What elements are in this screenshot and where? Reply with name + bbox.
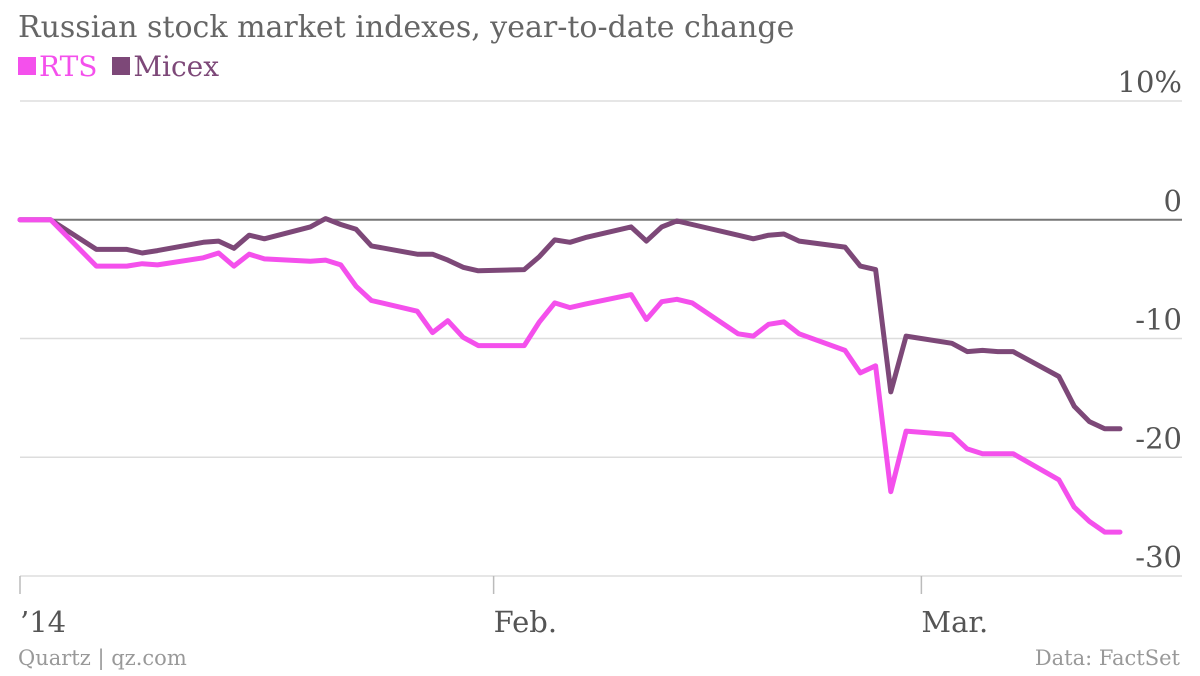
data-source: Data: FactSet xyxy=(1034,646,1180,670)
chart-title: Russian stock market indexes, year-to-da… xyxy=(18,10,795,45)
y-tick-label: -20 xyxy=(1135,421,1182,455)
legend-swatch-rts xyxy=(18,57,36,75)
x-tick-label: Mar. xyxy=(921,605,988,639)
legend-label-micex: Micex xyxy=(133,50,220,83)
grid-lines xyxy=(20,100,1182,577)
legend-item-micex: Micex xyxy=(112,50,219,83)
legend-swatch-micex xyxy=(112,57,131,75)
y-tick-label: -30 xyxy=(1135,540,1182,574)
series-lines xyxy=(17,216,1123,535)
y-tick-label: 10% xyxy=(1118,65,1182,99)
source-credit: Quartz | qz.com xyxy=(18,646,187,670)
x-tick-labels: ’14 Feb. Mar. xyxy=(19,576,988,639)
x-tick-label: ’14 xyxy=(20,605,66,639)
y-tick-label: 0 xyxy=(1164,184,1182,218)
x-tick-label: Feb. xyxy=(494,605,557,639)
y-tick-label: -10 xyxy=(1135,303,1182,337)
series-line-rts xyxy=(17,217,1123,535)
legend-item-rts: RTS xyxy=(18,50,97,83)
series-line-micex xyxy=(17,216,1123,432)
chart-legend: RTS Micex xyxy=(18,50,225,83)
y-tick-labels: 10% 0 -10 -20 -30 xyxy=(1118,65,1182,574)
legend-label-rts: RTS xyxy=(39,50,98,83)
